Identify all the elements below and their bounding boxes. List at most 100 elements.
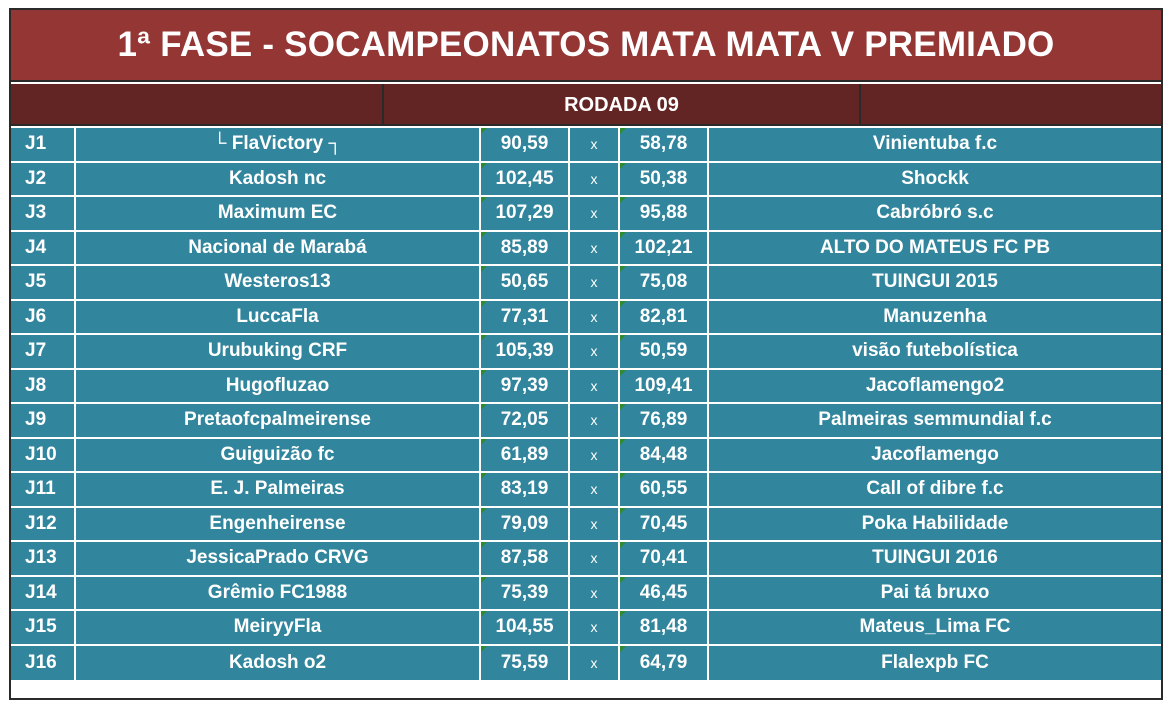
- home-team-cell: Engenheirense: [76, 507, 479, 540]
- away-team-cell: Flalexpb FC: [709, 645, 1161, 680]
- home-score-cell: 87,58: [481, 542, 568, 575]
- match-id-cell: J2: [11, 162, 74, 195]
- versus-separator: x: [570, 300, 618, 333]
- home-score-cell: 83,19: [481, 473, 568, 506]
- away-score-cell: 102,21: [620, 231, 707, 264]
- home-score-cell: 107,29: [481, 197, 568, 230]
- away-team-cell: TUINGUI 2015: [709, 266, 1161, 299]
- versus-separator: x: [570, 128, 618, 161]
- round-header-left-cell: [11, 84, 384, 126]
- home-score-cell: 97,39: [481, 369, 568, 402]
- away-team-cell: Palmeiras semmundial f.c: [709, 404, 1161, 437]
- versus-separator: x: [570, 231, 618, 264]
- title-bar: 1ª FASE - SOCAMPEONATOS MATA MATA V PREM…: [11, 10, 1161, 82]
- home-team-cell: Hugofluzao: [76, 369, 479, 402]
- round-header-right-cell: [861, 84, 1161, 126]
- home-team-cell: JessicaPrado CRVG: [76, 542, 479, 575]
- home-score-cell: 61,89: [481, 438, 568, 471]
- match-id-cell: J4: [11, 231, 74, 264]
- away-score-cell: 81,48: [620, 611, 707, 644]
- match-row: J13 JessicaPrado CRVG 87,58 x 70,41 TUINGUI 2…: [11, 542, 1161, 577]
- spreadsheet-table: 1ª FASE - SOCAMPEONATOS MATA MATA V PREM…: [9, 8, 1163, 700]
- away-score-cell: 60,55: [620, 473, 707, 506]
- versus-separator: x: [570, 507, 618, 540]
- away-team-cell: Pai tá bruxo: [709, 576, 1161, 609]
- away-team-cell: TUINGUI 2016: [709, 542, 1161, 575]
- match-row: J14 Grêmio FC1988 75,39 x 46,45 Pai tá bruxo: [11, 576, 1161, 611]
- home-team-cell: E. J. Palmeiras: [76, 473, 479, 506]
- table-title: 1ª FASE - SOCAMPEONATOS MATA MATA V PREM…: [117, 25, 1055, 64]
- match-row: J5 Westeros13 50,65 x 75,08 TUINGUI 2015: [11, 266, 1161, 301]
- versus-separator: x: [570, 611, 618, 644]
- home-team-cell: LuccaFla: [76, 300, 479, 333]
- home-team-cell: Pretaofcpalmeirense: [76, 404, 479, 437]
- away-team-cell: Manuzenha: [709, 300, 1161, 333]
- away-score-cell: 109,41: [620, 369, 707, 402]
- match-row: J10 Guiguizão fc 61,89 x 84,48 Jacoflamengo: [11, 438, 1161, 473]
- home-score-cell: 50,65: [481, 266, 568, 299]
- match-id-cell: J11: [11, 473, 74, 506]
- match-id-cell: J3: [11, 197, 74, 230]
- round-header: RODADA 09: [11, 84, 1161, 126]
- match-id-cell: J13: [11, 542, 74, 575]
- versus-separator: x: [570, 369, 618, 402]
- match-id-cell: J10: [11, 438, 74, 471]
- away-score-cell: 70,41: [620, 542, 707, 575]
- away-team-cell: visão futebolística: [709, 335, 1161, 368]
- match-row: J12 Engenheirense 79,09 x 70,45 Poka Habilida…: [11, 507, 1161, 542]
- away-score-cell: 58,78: [620, 128, 707, 161]
- match-row: J2 Kadosh nc 102,45 x 50,38 Shockk: [11, 162, 1161, 197]
- match-id-cell: J1: [11, 128, 74, 161]
- match-row: J1 └ FlaVictory ┐ 90,59 x 58,78 Vinientuba f.…: [11, 128, 1161, 163]
- match-id-cell: J12: [11, 507, 74, 540]
- away-score-cell: 95,88: [620, 197, 707, 230]
- home-score-cell: 75,59: [481, 645, 568, 680]
- match-list: J1 └ FlaVictory ┐ 90,59 x 58,78 Vinientuba f.…: [11, 128, 1161, 680]
- away-score-cell: 82,81: [620, 300, 707, 333]
- away-team-cell: Cabróbró s.c: [709, 197, 1161, 230]
- away-team-cell: Mateus_Lima FC: [709, 611, 1161, 644]
- home-team-cell: Grêmio FC1988: [76, 576, 479, 609]
- match-row: J7 Urubuking CRF 105,39 x 50,59 visão futebol…: [11, 335, 1161, 370]
- versus-separator: x: [570, 404, 618, 437]
- versus-separator: x: [570, 162, 618, 195]
- away-team-cell: Jacoflamengo: [709, 438, 1161, 471]
- away-score-cell: 50,38: [620, 162, 707, 195]
- match-id-cell: J5: [11, 266, 74, 299]
- match-id-cell: J15: [11, 611, 74, 644]
- home-team-cell: Maximum EC: [76, 197, 479, 230]
- match-id-cell: J16: [11, 645, 74, 680]
- round-label: RODADA 09: [384, 84, 861, 126]
- match-row: J6 LuccaFla 77,31 x 82,81 Manuzenha: [11, 300, 1161, 335]
- away-score-cell: 46,45: [620, 576, 707, 609]
- away-score-cell: 84,48: [620, 438, 707, 471]
- match-row: J11 E. J. Palmeiras 83,19 x 60,55 Call of dib…: [11, 473, 1161, 508]
- versus-separator: x: [570, 542, 618, 575]
- away-score-cell: 70,45: [620, 507, 707, 540]
- away-score-cell: 50,59: [620, 335, 707, 368]
- home-team-cell: Nacional de Marabá: [76, 231, 479, 264]
- home-team-cell: Urubuking CRF: [76, 335, 479, 368]
- away-team-cell: Vinientuba f.c: [709, 128, 1161, 161]
- home-score-cell: 105,39: [481, 335, 568, 368]
- home-score-cell: 104,55: [481, 611, 568, 644]
- versus-separator: x: [570, 266, 618, 299]
- away-score-cell: 76,89: [620, 404, 707, 437]
- away-score-cell: 75,08: [620, 266, 707, 299]
- match-id-cell: J9: [11, 404, 74, 437]
- away-team-cell: Call of dibre f.c: [709, 473, 1161, 506]
- match-row: J15 MeiryyFla 104,55 x 81,48 Mateus_Lima FC: [11, 611, 1161, 646]
- home-team-cell: Kadosh o2: [76, 645, 479, 680]
- versus-separator: x: [570, 576, 618, 609]
- home-team-cell: Kadosh nc: [76, 162, 479, 195]
- home-score-cell: 90,59: [481, 128, 568, 161]
- match-id-cell: J8: [11, 369, 74, 402]
- home-score-cell: 72,05: [481, 404, 568, 437]
- home-team-cell: Westeros13: [76, 266, 479, 299]
- match-row: J4 Nacional de Marabá 85,89 x 102,21 ALTO DO …: [11, 231, 1161, 266]
- match-row: J3 Maximum EC 107,29 x 95,88 Cabróbró s.c: [11, 197, 1161, 232]
- versus-separator: x: [570, 645, 618, 680]
- versus-separator: x: [570, 197, 618, 230]
- home-score-cell: 102,45: [481, 162, 568, 195]
- versus-separator: x: [570, 438, 618, 471]
